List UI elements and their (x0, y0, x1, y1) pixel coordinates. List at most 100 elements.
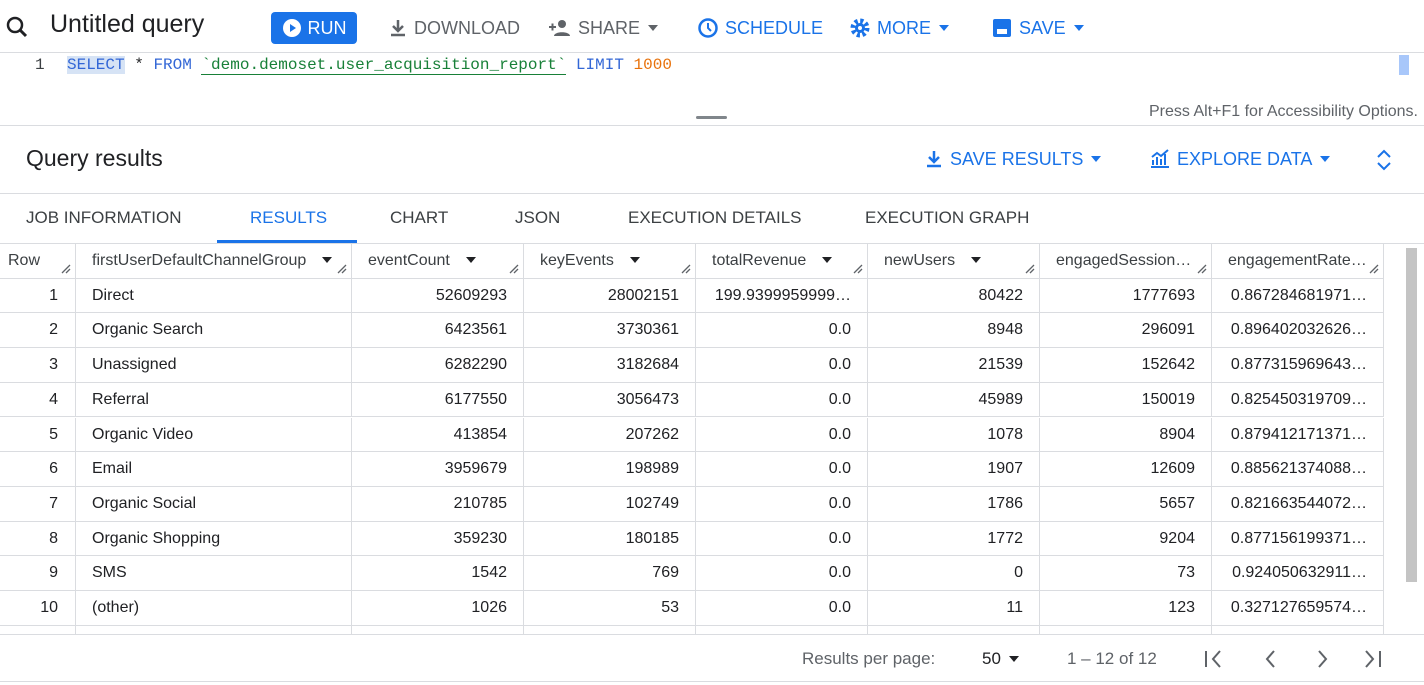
cell: 0.867284681971… (1212, 278, 1384, 314)
cell: 207262 (524, 417, 696, 453)
sort-icon (1366, 257, 1377, 263)
cell: 0.0 (696, 382, 868, 418)
cell: 359230 (352, 521, 524, 557)
cell (0, 625, 76, 634)
cell (352, 625, 524, 634)
cell: 0.0 (696, 591, 868, 626)
resize-grip (337, 264, 347, 274)
results-title: Query results (26, 145, 163, 171)
cell: 10 (0, 591, 76, 626)
explore-data-label: EXPLORE DATA (1177, 148, 1313, 169)
save-label: SAVE (1019, 17, 1066, 38)
download-button[interactable]: DOWNLOAD (388, 14, 520, 42)
cell: (other) (76, 591, 352, 626)
cell: 3182684 (524, 348, 696, 383)
cell: 1907 (868, 452, 1040, 487)
tab[interactable]: JSON (515, 208, 561, 227)
keyword: LIMIT (575, 56, 624, 74)
cell: 0.825450319709… (1212, 382, 1384, 418)
cell: 1026 (352, 591, 524, 626)
line-number: 1 (35, 56, 45, 74)
tab[interactable]: EXECUTION GRAPH (865, 208, 1030, 227)
save-results-button[interactable]: SAVE RESULTS (924, 145, 1103, 173)
resize-grip (509, 264, 519, 274)
tab[interactable]: RESULTS (250, 208, 328, 227)
column-header[interactable]: eventCount (352, 244, 524, 279)
column-name: engagementRate (1228, 252, 1351, 269)
cell: 413854 (352, 417, 524, 453)
share-button[interactable]: SHARE (548, 14, 660, 42)
explore-data-button[interactable]: EXPLORE DATA (1149, 145, 1332, 173)
cell: 53 (524, 591, 696, 626)
cell: 0.821663544072… (1212, 486, 1384, 522)
sort-icon (322, 257, 333, 263)
results-table: Row firstUserDefaultChannelGroup eventCoun… (0, 244, 1396, 634)
cell: 199.9399959999… (696, 278, 868, 314)
keyword: FROM (153, 56, 192, 74)
cell: 1777693 (1040, 278, 1212, 314)
cell: 4 (0, 382, 76, 418)
toolbar (0, 0, 1424, 53)
table-row: 10 (other) 1026 53 0.0 11 123 0.327127659574… (0, 591, 1396, 626)
column-name: firstUserDefaultChannelGroup (92, 252, 307, 269)
tab[interactable]: EXECUTION DETAILS (628, 208, 802, 227)
column-name: totalRevenue (712, 252, 807, 269)
cell: 9204 (1040, 521, 1212, 557)
cell: 102749 (524, 486, 696, 522)
schedule-button[interactable]: SCHEDULE (697, 14, 823, 42)
column-header[interactable]: totalRevenue (696, 244, 868, 279)
cell: Unassigned (76, 348, 352, 383)
cell: 0.0 (696, 417, 868, 453)
column-header[interactable]: Row (0, 244, 76, 279)
column-name: keyEvents (540, 252, 614, 269)
editor-scroll (1399, 55, 1409, 75)
cell: 6423561 (352, 313, 524, 349)
cell: 6282290 (352, 348, 524, 383)
header-row: Row firstUserDefaultChannelGroup eventCoun… (0, 244, 1396, 279)
cell: 80422 (868, 278, 1040, 314)
resize-grip (61, 264, 71, 274)
column-header[interactable]: keyEvents (524, 244, 696, 279)
cell: 73 (1040, 556, 1212, 591)
resize-grip (853, 264, 863, 274)
column-header[interactable]: firstUserDefaultChannelGroup (76, 244, 352, 279)
cell (696, 625, 868, 634)
table-row: 2 Organic Search 6423561 3730361 0.0 8948 2960… (0, 313, 1396, 349)
cell: 8 (0, 521, 76, 557)
resize-grip (681, 264, 691, 274)
column-header[interactable]: engagedSessions (1040, 244, 1212, 279)
cell: 123 (1040, 591, 1212, 626)
per-page-label: Results per page: (802, 649, 936, 668)
cell: 5 (0, 417, 76, 453)
sort-icon (1199, 257, 1210, 263)
column-header[interactable]: newUsers (868, 244, 1040, 279)
cell: 3730361 (524, 313, 696, 349)
column-name: eventCount (368, 252, 450, 269)
table-scrollbar[interactable] (1406, 248, 1417, 582)
cell: Organic Shopping (76, 521, 352, 557)
sort-icon (465, 257, 476, 263)
resize-handle[interactable] (696, 116, 727, 119)
pagination[interactable] (1200, 647, 1400, 671)
table-row: 3 Unassigned 6282290 3182684 0.0 21539 152642 0… (0, 348, 1396, 383)
expand-toggle[interactable] (1375, 148, 1393, 172)
run-button[interactable]: RUN (271, 12, 357, 44)
tab[interactable]: CHART (390, 208, 449, 227)
bq-icon (6, 16, 28, 38)
download-label: DOWNLOAD (414, 17, 521, 38)
cell: 0.0 (696, 348, 868, 383)
cell: 0.0 (696, 556, 868, 591)
save-button[interactable]: SAVE (991, 14, 1086, 42)
cell: 0.0 (696, 486, 868, 522)
more-button[interactable]: MORE (849, 14, 951, 42)
cell: 210785 (352, 486, 524, 522)
cell: 28002151 (524, 278, 696, 314)
accessibility-hint: Press Alt+F1 for Accessibility Options. (1149, 103, 1418, 120)
cell: 21539 (868, 348, 1040, 383)
editor[interactable] (0, 53, 1424, 126)
cell (1212, 625, 1384, 634)
cell: Organic Search (76, 313, 352, 349)
tab[interactable]: JOB INFORMATION (26, 208, 182, 227)
column-header[interactable]: engagementRate (1212, 244, 1384, 279)
per-page-select[interactable]: 50 (982, 649, 1021, 669)
